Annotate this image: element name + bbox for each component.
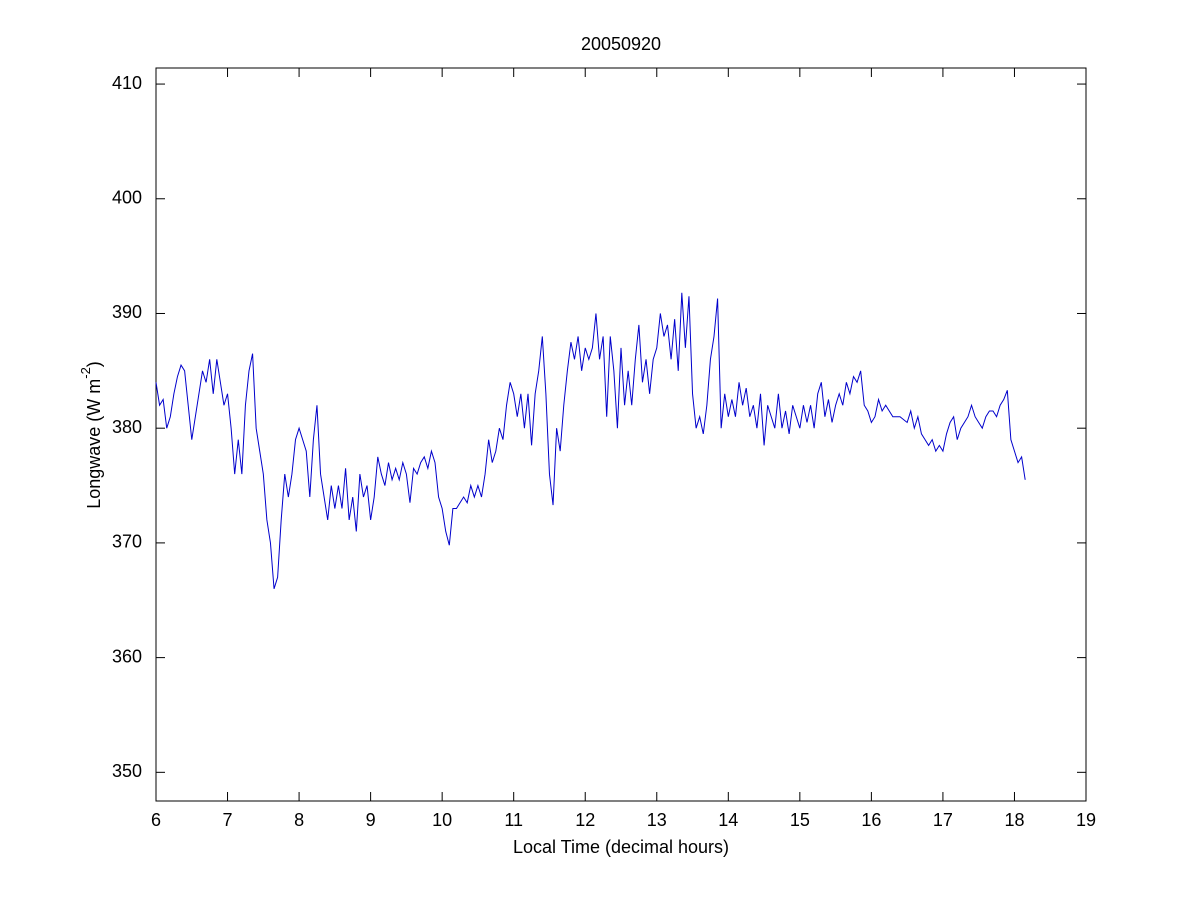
- y-tick-label: 400: [112, 188, 142, 208]
- x-tick-label: 11: [504, 810, 523, 830]
- x-tick-label: 17: [933, 810, 953, 830]
- x-tick-label: 19: [1076, 810, 1096, 830]
- x-tick-label: 14: [718, 810, 738, 830]
- y-tick-label: 360: [112, 646, 142, 666]
- y-axis-label-superscript: -2: [78, 367, 93, 379]
- chart-title: 20050920: [581, 34, 661, 54]
- y-axis-label-text: Longwave (W m: [84, 379, 104, 509]
- y-tick-label: 370: [112, 532, 142, 552]
- plot-box: [155, 67, 1087, 802]
- x-tick-label: 12: [575, 810, 595, 830]
- data-line: [155, 292, 1026, 589]
- y-axis-label-text: ): [84, 361, 104, 367]
- y-tick-label: 350: [112, 761, 142, 781]
- y-tick-label: 380: [112, 417, 142, 437]
- x-tick-label: 13: [647, 810, 667, 830]
- y-tick-label: 390: [112, 302, 142, 322]
- x-tick-label: 8: [294, 810, 304, 830]
- y-axis-label: Longwave (W m-2): [78, 361, 103, 509]
- x-tick-label: 18: [1004, 810, 1024, 830]
- x-tick-label: 9: [366, 810, 376, 830]
- x-tick-label: 6: [151, 810, 161, 830]
- x-axis-label: Local Time (decimal hours): [513, 837, 729, 857]
- y-tick-label: 410: [112, 73, 142, 93]
- x-tick-label: 7: [223, 810, 233, 830]
- x-tick-label: 10: [432, 810, 452, 830]
- x-tick-label: 15: [790, 810, 810, 830]
- x-tick-label: 16: [861, 810, 881, 830]
